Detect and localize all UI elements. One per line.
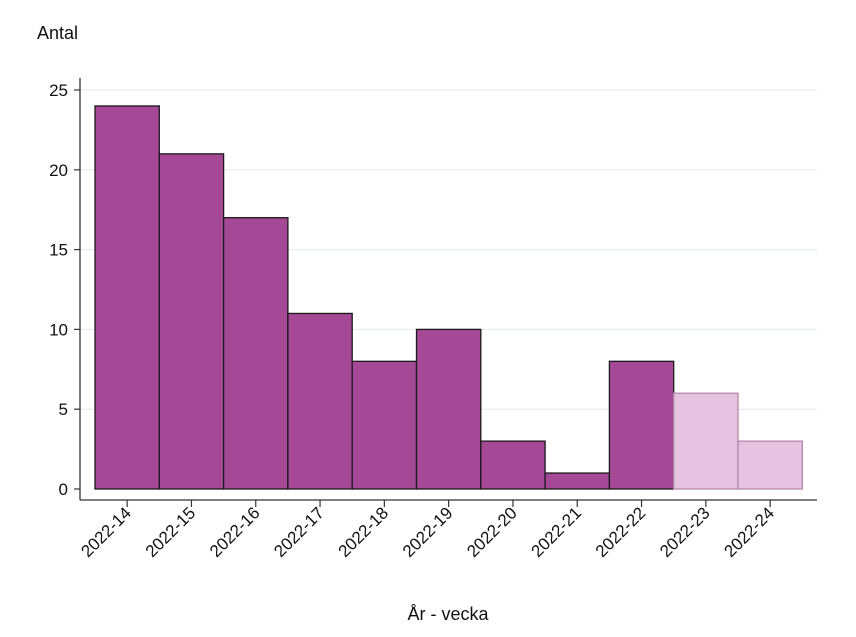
x-tick-label: 2022-24 (720, 503, 778, 561)
y-tick-label: 5 (59, 400, 68, 419)
x-tick-label: 2022-21 (528, 503, 586, 561)
x-tick-label: 2022-16 (206, 503, 264, 561)
y-tick-label: 0 (59, 480, 68, 499)
x-tick-label: 2022-19 (399, 503, 457, 561)
bar-2022-23 (673, 392, 739, 490)
y-axis-title: Antal (37, 23, 78, 43)
bar-2022-18 (351, 360, 418, 490)
y-ticks: 0 5 10 15 20 25 (49, 81, 80, 499)
bar-2022-15 (158, 153, 225, 490)
x-ticks: 2022-14 2022-15 2022-16 2022-17 2022-18 2022-… (77, 500, 778, 561)
x-axis-title: År - vecka (407, 604, 489, 624)
y-tick-label: 10 (49, 320, 68, 339)
bar-2022-24 (737, 440, 803, 490)
y-tick-label: 20 (49, 161, 68, 180)
x-tick-label: 2022-17 (270, 503, 328, 561)
y-tick-label: 15 (49, 241, 68, 260)
y-tick-label: 25 (49, 81, 68, 100)
bar-2022-21 (544, 472, 611, 490)
bar-2022-22 (608, 360, 675, 490)
x-tick-label: 2022-18 (335, 503, 393, 561)
bars (94, 105, 803, 490)
x-tick-label: 2022-22 (592, 503, 650, 561)
bar-2022-14 (94, 105, 160, 490)
x-tick-label: 2022-23 (656, 503, 714, 561)
x-tick-label: 2022-15 (142, 503, 200, 561)
bar-2022-16 (222, 217, 289, 490)
bar-2022-19 (415, 328, 482, 490)
bar-2022-20 (480, 440, 546, 490)
x-tick-label: 2022-20 (463, 503, 521, 561)
bar-2022-17 (287, 312, 353, 490)
x-tick-label: 2022-14 (77, 503, 135, 561)
